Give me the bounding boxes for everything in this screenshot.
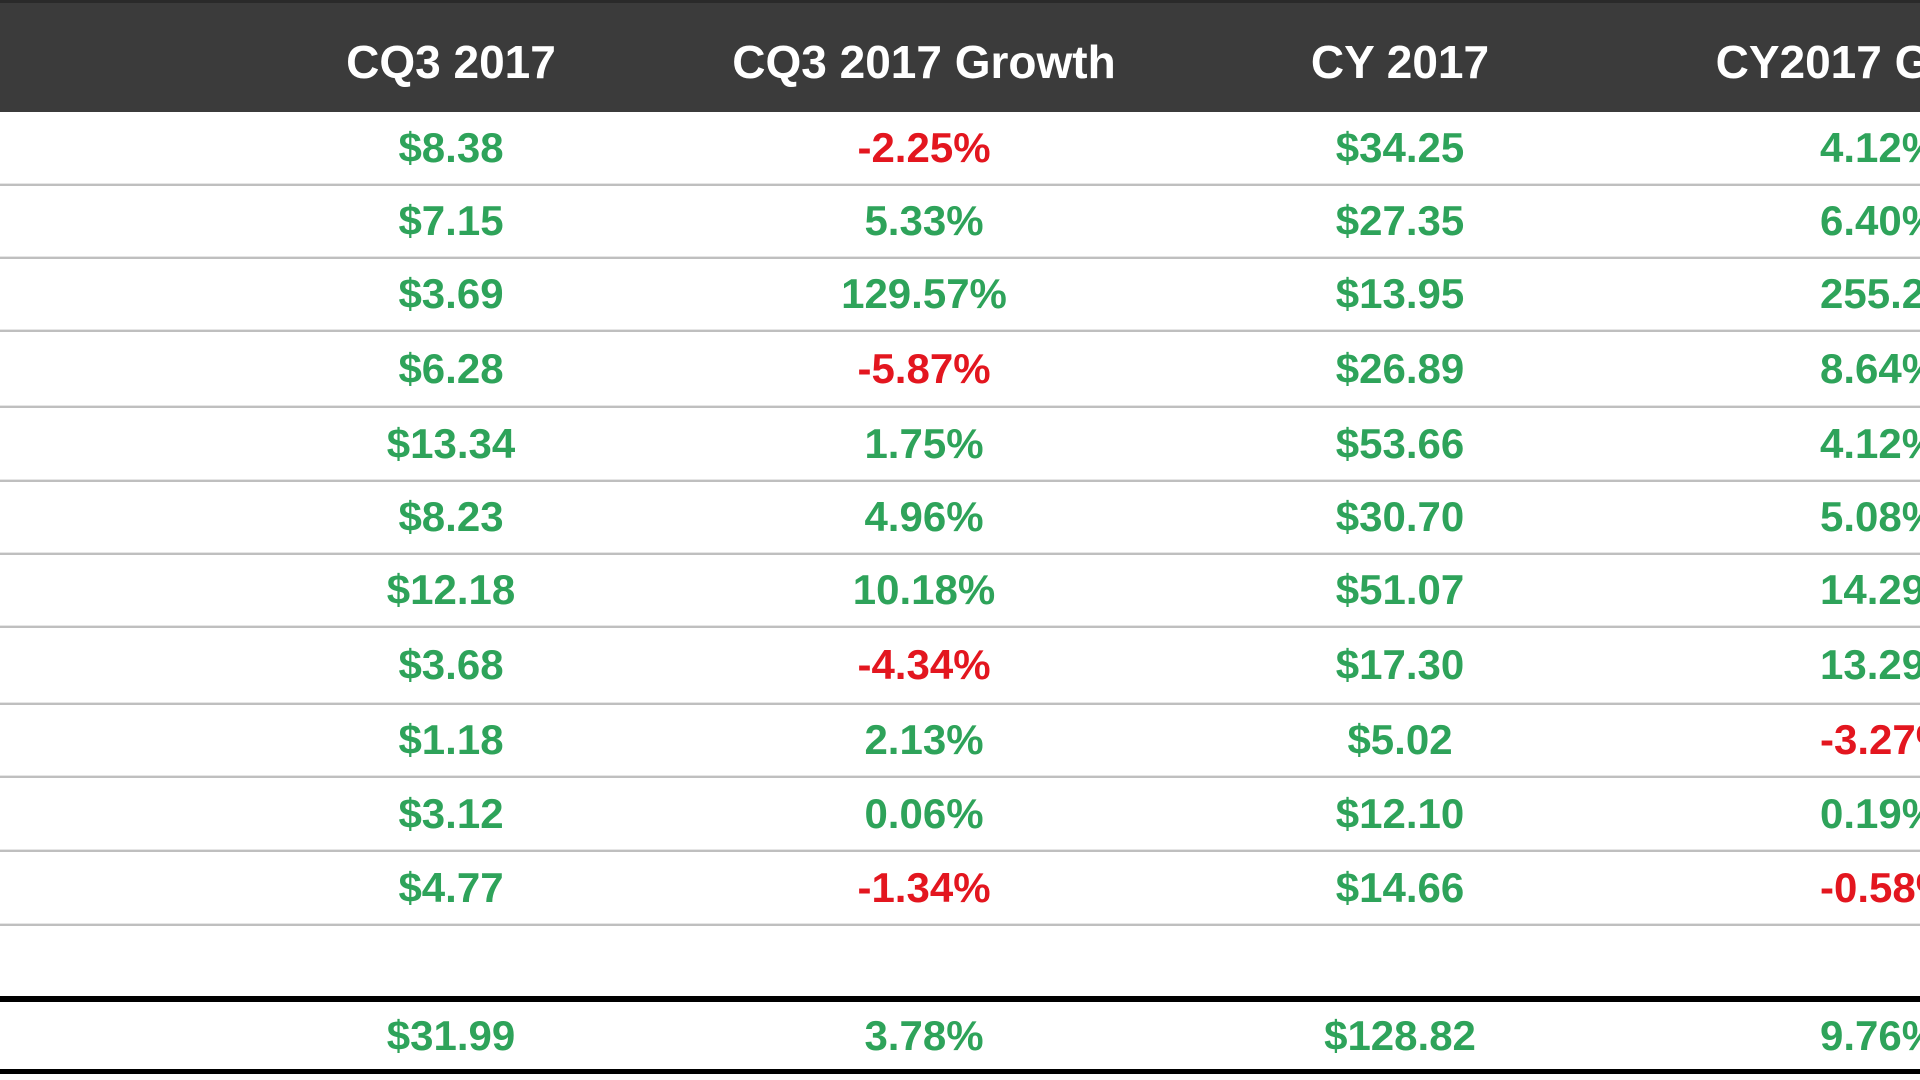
cq3-2017-growth-cell: 0.06% [864,789,984,837]
cq3-2017-cell: $6.28 [398,344,504,392]
table-row: $12.18 10.18% $51.07 14.29% [0,555,1920,628]
cy-2017-cell: $12.10 [1335,789,1465,837]
table-row: $3.69 129.57% $13.95 255.25 [0,259,1920,332]
table-row: $1.18 2.13% $5.02 -3.27% [0,705,1920,778]
cy-2017-cell: $27.35 [1335,197,1465,244]
cy-2017-cell: $53.66 [1335,419,1465,467]
cq3-2017-growth-cell: -1.34% [857,863,991,911]
empty-row [0,926,1920,996]
cy2017-growth-cell: 8.64% [1820,344,1920,392]
cq3-2017-cell: $4.77 [398,863,504,911]
cy2017-growth-cell: 255.25 [1820,270,1920,317]
cq3-2017-cell: $1.18 [398,716,504,763]
cy-2017-cell: $26.89 [1335,344,1465,392]
table-row: $13.34 1.75% $53.66 4.12% [0,408,1920,482]
cq3-2017-growth-cell: -2.25% [857,123,991,171]
cy-2017-cell: $5.02 [1347,716,1453,763]
cq3-2017-cell: $8.23 [398,493,504,540]
cq3-2017-cell: $3.12 [398,789,504,837]
cq3-2017-growth-cell: 10.18% [852,566,996,613]
cy2017-growth-cell: 14.29% [1820,566,1920,613]
cy2017-growth-cell: 0.19% [1820,789,1920,837]
table-header: CQ3 2017 CQ3 2017 Growth CY 2017 CY2017 … [0,0,1920,112]
table-row: $4.77 -1.34% $14.66 -0.58% [0,852,1920,926]
cq3-2017-growth-cell: 129.57% [841,270,1007,317]
cq3-2017-growth-cell: -5.87% [857,344,991,392]
table-row: $3.68 -4.34% $17.30 13.29% [0,628,1920,705]
column-header-cy-2017: CY 2017 [1310,36,1490,88]
total-row: $31.99 3.78% $128.82 9.76% [0,996,1920,1074]
cq3-2017-growth-cell: 5.33% [864,197,984,244]
cq3-2017-growth-cell: -4.34% [857,641,991,688]
cy2017-growth-cell: 13.29% [1820,641,1920,688]
table-row: $8.38 -2.25% $34.25 4.12% [0,112,1920,186]
cq3-2017-growth-cell: 2.13% [864,716,984,763]
cq3-2017-growth-cell: 4.96% [864,493,984,540]
cy2017-growth-cell: 9.76% [1820,1011,1920,1059]
cy-2017-cell: $14.66 [1335,863,1465,911]
cq3-2017-cell: $3.68 [398,641,504,688]
cy2017-growth-cell: -3.27% [1820,716,1920,763]
cq3-2017-cell: $12.18 [386,566,516,613]
cy-2017-cell: $51.07 [1335,566,1465,613]
cq3-2017-cell: $13.34 [386,419,516,467]
cq3-2017-growth-cell: 3.78% [864,1011,984,1059]
cy2017-growth-cell: 4.12% [1820,419,1920,467]
column-header-cq3-2017-growth: CQ3 2017 Growth [732,36,1116,88]
cy2017-growth-cell: 4.12% [1820,123,1920,171]
cy2017-growth-cell: 6.40% [1820,197,1920,244]
cy-2017-cell: $13.95 [1335,270,1465,317]
cy-2017-cell: $34.25 [1335,123,1465,171]
cq3-2017-cell: $7.15 [398,197,504,244]
cq3-2017-cell: $8.38 [398,123,504,171]
column-header-cy2017-growth: CY2017 G [1715,36,1920,88]
cy-2017-cell: $30.70 [1335,493,1465,540]
column-header-cq3-2017: CQ3 2017 [346,36,556,88]
cy-2017-cell: $17.30 [1335,641,1465,688]
cy2017-growth-cell: -0.58% [1820,863,1920,911]
table-row: $7.15 5.33% $27.35 6.40% [0,186,1920,259]
table-row: $3.12 0.06% $12.10 0.19% [0,778,1920,852]
cq3-2017-cell: $3.69 [398,270,504,317]
table-row: $6.28 -5.87% $26.89 8.64% [0,332,1920,408]
cy-2017-cell: $128.82 [1324,1011,1476,1059]
cy2017-growth-cell: 5.08% [1820,493,1920,540]
cq3-2017-growth-cell: 1.75% [864,419,984,467]
table-row: $8.23 4.96% $30.70 5.08% [0,482,1920,555]
cq3-2017-cell: $31.99 [386,1011,516,1059]
